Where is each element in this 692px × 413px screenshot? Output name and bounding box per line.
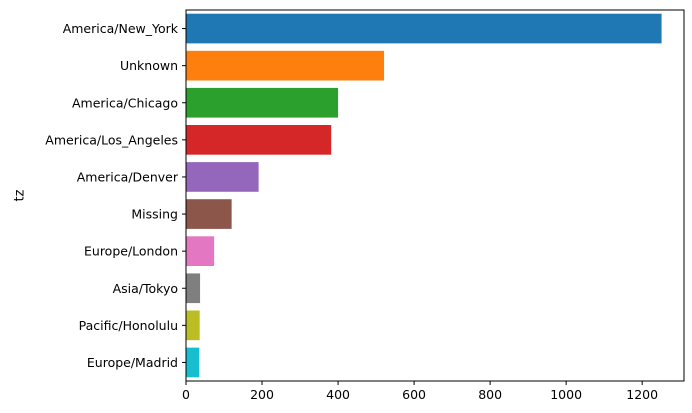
x-tick-label: 400	[326, 387, 350, 402]
y-tick-label: America/Denver	[77, 169, 179, 184]
y-tick-label: America/Chicago	[72, 95, 178, 110]
bar-europe-madrid	[186, 347, 200, 378]
y-tick-label: Missing	[131, 207, 178, 222]
x-tick-label: 600	[402, 387, 426, 402]
y-tick-label: Asia/Tokyo	[113, 281, 178, 296]
bar-unknown	[186, 50, 385, 81]
x-tick-label: 1200	[626, 387, 658, 402]
x-tick-label: 1000	[550, 387, 582, 402]
y-tick-label: Europe/London	[84, 244, 178, 259]
x-tick-label: 0	[182, 387, 190, 402]
x-ticks-group: 0 200 400 600 800 1000 1200	[182, 381, 658, 402]
bar-europe-london	[186, 236, 215, 266]
plot-frame	[185, 9, 685, 382]
bar-missing	[186, 199, 232, 229]
y-tick-label: Europe/Madrid	[87, 355, 178, 370]
bar-america-los-angeles	[186, 125, 332, 155]
x-tick-label: 800	[478, 387, 502, 402]
y-tick-label: America/Los_Angeles	[45, 132, 178, 147]
y-axis-label: tz	[13, 189, 28, 201]
bar-america-new-york	[186, 13, 662, 44]
bar-america-denver	[186, 162, 259, 192]
bar-pacific-honolulu	[186, 310, 200, 341]
y-tick-label: America/New_York	[63, 21, 179, 36]
bar-asia-tokyo	[186, 273, 201, 304]
x-tick-label: 200	[250, 387, 274, 402]
bars-group	[186, 13, 662, 378]
y-tick-label: Pacific/Honolulu	[79, 318, 178, 333]
y-ticks-group: America/New_York Unknown America/Chicago Am…	[45, 21, 186, 370]
bar-america-chicago	[186, 87, 339, 118]
y-tick-label: Unknown	[120, 58, 178, 73]
